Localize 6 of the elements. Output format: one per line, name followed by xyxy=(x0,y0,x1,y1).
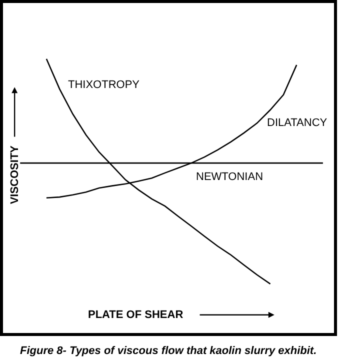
series-label: THIXOTROPY xyxy=(68,79,140,91)
y-axis-title: VISCOSITY xyxy=(8,144,21,204)
series-label: NEWTONIAN xyxy=(196,171,264,183)
series-label: DILATANCY xyxy=(267,117,328,129)
caption: Figure 8- Types of viscous flow that kaolin slurry exhibit. xyxy=(20,345,317,357)
x-axis-title: PLATE OF SHEAR xyxy=(88,309,184,321)
